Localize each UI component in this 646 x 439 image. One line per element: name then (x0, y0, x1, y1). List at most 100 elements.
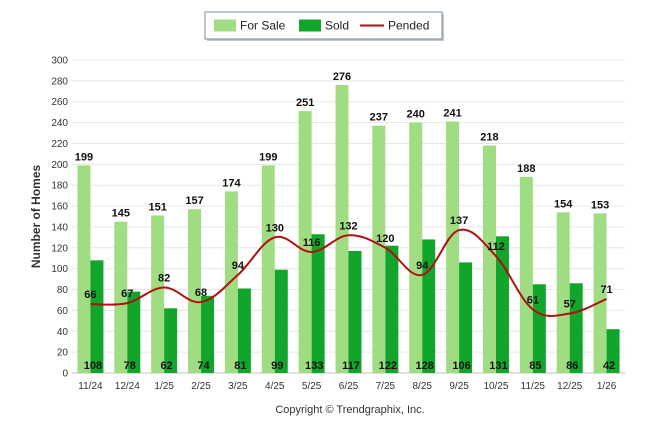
y-tick-label: 120 (51, 243, 68, 254)
for-sale-bar (372, 125, 386, 373)
for-sale-bar (556, 212, 570, 373)
pended-data-label: 82 (158, 272, 170, 284)
sold-bar (532, 284, 546, 373)
for-sale-data-label: 199 (259, 151, 277, 163)
for-sale-bar (409, 122, 423, 373)
pended-data-label: 68 (195, 287, 207, 299)
x-tick-label: 4/25 (265, 381, 285, 392)
for-sale-bar (261, 165, 275, 373)
sold-data-label: 62 (161, 360, 173, 372)
sold-data-label: 131 (489, 360, 507, 372)
for-sale-bar (188, 209, 202, 373)
sold-bar (348, 250, 362, 373)
sold-data-label: 85 (529, 360, 541, 372)
y-tick-label: 160 (51, 202, 68, 213)
pended-data-label: 57 (564, 299, 576, 311)
x-tick-label: 11/24 (78, 381, 103, 392)
pended-data-label: 61 (527, 294, 539, 306)
x-tick-label: 3/25 (228, 381, 248, 392)
legend-swatch-for-sale (214, 19, 236, 32)
x-tick-label: 1/26 (597, 381, 617, 392)
for-sale-data-label: 241 (443, 108, 461, 120)
for-sale-data-label: 154 (554, 198, 573, 210)
for-sale-data-label: 218 (480, 132, 498, 144)
sold-data-label: 133 (305, 360, 323, 372)
pended-data-label: 137 (450, 215, 468, 227)
y-tick-label: 80 (57, 285, 69, 296)
for-sale-bar (482, 145, 496, 373)
pended-line (90, 228, 607, 318)
sold-bar (495, 236, 509, 373)
pended-data-label: 94 (416, 260, 429, 272)
for-sale-bar (77, 165, 91, 373)
sold-bar (274, 269, 288, 373)
x-tick-label: 5/25 (302, 381, 322, 392)
for-sale-data-label: 199 (75, 151, 93, 163)
y-tick-label: 40 (57, 327, 69, 338)
y-tick-label: 200 (51, 160, 68, 171)
legend-box (204, 11, 443, 40)
for-sale-data-label: 153 (591, 199, 609, 211)
sold-data-label: 81 (234, 360, 246, 372)
for-sale-bar (519, 176, 533, 373)
for-sale-data-label: 174 (222, 177, 241, 189)
y-tick-label: 60 (57, 306, 69, 317)
sold-data-label: 117 (342, 360, 360, 372)
sold-bar (385, 245, 399, 373)
for-sale-data-label: 237 (370, 112, 388, 124)
legend-label-pended: Pended (388, 19, 429, 33)
sold-bar (606, 329, 620, 373)
for-sale-data-label: 151 (148, 201, 166, 213)
sold-bar (164, 308, 178, 373)
sold-bar (90, 260, 104, 373)
legend-swatch-sold (299, 19, 321, 32)
x-tick-label: 6/25 (339, 381, 359, 392)
sold-bar (201, 295, 215, 373)
legend-label-for-sale: For Sale (240, 19, 286, 33)
pended-data-label: 94 (232, 260, 245, 272)
sold-data-label: 108 (84, 360, 102, 372)
sold-data-label: 42 (603, 360, 615, 372)
y-tick-label: 300 (51, 56, 68, 67)
pended-data-label: 67 (121, 288, 133, 300)
for-sale-data-label: 188 (517, 163, 535, 175)
y-tick-label: 140 (51, 222, 68, 233)
pended-data-label: 120 (376, 233, 394, 245)
sold-data-label: 86 (566, 360, 578, 372)
for-sale-data-label: 157 (185, 195, 203, 207)
sold-data-label: 106 (452, 360, 470, 372)
x-tick-label: 12/25 (557, 381, 582, 392)
for-sale-data-label: 276 (333, 71, 351, 83)
for-sale-data-label: 251 (296, 97, 314, 109)
copyright-footer: Copyright © Trendgraphix, Inc. (275, 404, 424, 416)
sold-bar (311, 234, 325, 373)
pended-data-label: 116 (303, 237, 321, 249)
for-sale-bar (151, 215, 165, 373)
pended-data-label: 132 (339, 220, 357, 232)
x-tick-label: 12/24 (115, 381, 140, 392)
y-tick-label: 280 (51, 76, 68, 87)
y-tick-label: 220 (51, 139, 68, 150)
sold-bar (569, 283, 583, 373)
for-sale-bar (593, 213, 607, 373)
x-tick-label: 8/25 (412, 381, 432, 392)
sold-data-label: 78 (124, 360, 136, 372)
x-tick-label: 7/25 (376, 381, 396, 392)
y-tick-label: 240 (51, 118, 68, 129)
sold-bar (459, 262, 473, 373)
for-sale-bar (446, 121, 460, 373)
y-tick-label: 0 (62, 369, 68, 380)
sold-data-label: 128 (416, 360, 434, 372)
y-tick-label: 260 (51, 97, 68, 108)
sold-data-label: 99 (271, 360, 283, 372)
pended-data-label: 71 (600, 284, 612, 296)
sold-bar (237, 288, 251, 373)
legend-label-sold: Sold (325, 19, 349, 33)
y-tick-label: 180 (51, 181, 68, 192)
pended-data-label: 112 (487, 241, 505, 253)
y-tick-label: 100 (51, 264, 68, 275)
x-tick-label: 1/25 (154, 381, 174, 392)
pended-data-label: 130 (266, 222, 284, 234)
y-tick-label: 20 (57, 348, 69, 359)
